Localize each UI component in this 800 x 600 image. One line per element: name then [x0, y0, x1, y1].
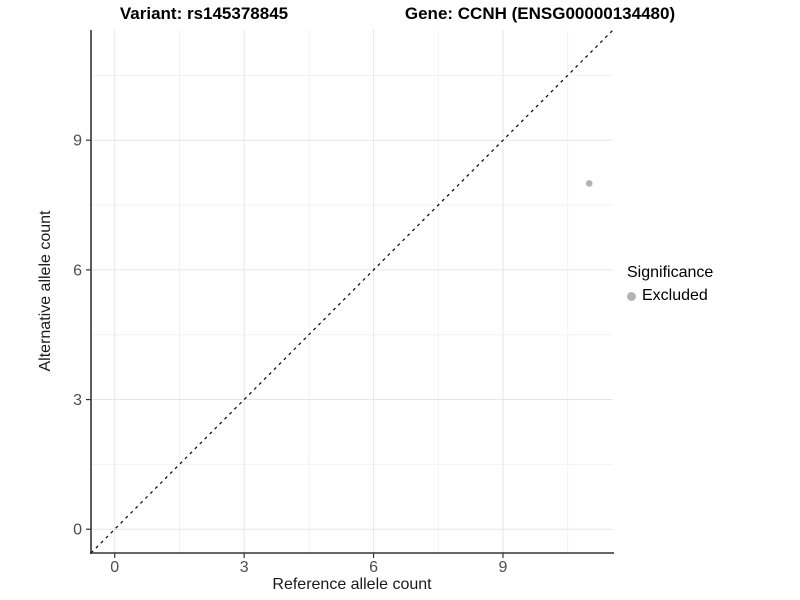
x-tick-label: 9	[499, 559, 508, 576]
y-axis-label: Alternative allele count	[37, 210, 54, 372]
legend: Significance Excluded	[627, 264, 713, 305]
y-tick-label: 0	[73, 522, 82, 539]
variant-title: Variant: rs145378845	[119, 4, 289, 23]
legend-title: Significance	[627, 264, 714, 281]
legend-item-label: Excluded	[642, 287, 708, 304]
excluded-swatch-icon	[627, 291, 636, 301]
x-tick-label: 6	[369, 559, 378, 576]
x-tick-label: 3	[240, 559, 249, 576]
y-tick-label: 9	[73, 133, 82, 150]
gene-title: Gene: CCNH (ENSG00000134480)	[404, 4, 676, 23]
y-tick-label: 3	[73, 392, 82, 409]
data-point-excluded[interactable]	[585, 180, 593, 187]
y-tick-label: 6	[73, 262, 82, 279]
x-tick-label: 0	[110, 559, 119, 576]
identity-line	[90, 29, 614, 554]
x-axis-label: Reference allele count	[272, 576, 432, 593]
legend-item-excluded: Excluded	[627, 287, 713, 305]
